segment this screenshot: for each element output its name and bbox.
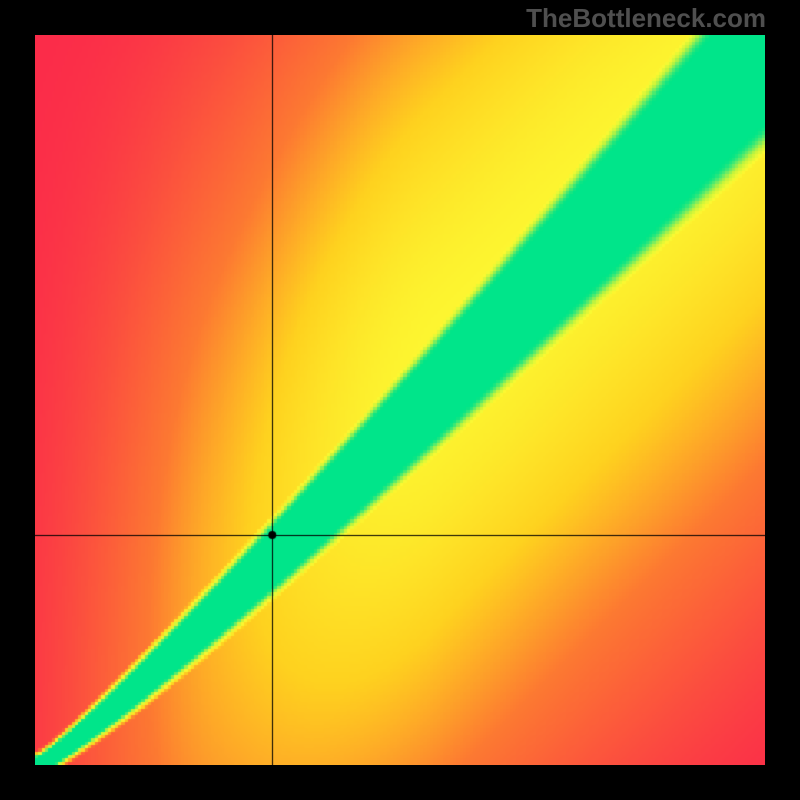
watermark-text: TheBottleneck.com	[526, 3, 766, 34]
bottleneck-heatmap	[35, 35, 765, 765]
